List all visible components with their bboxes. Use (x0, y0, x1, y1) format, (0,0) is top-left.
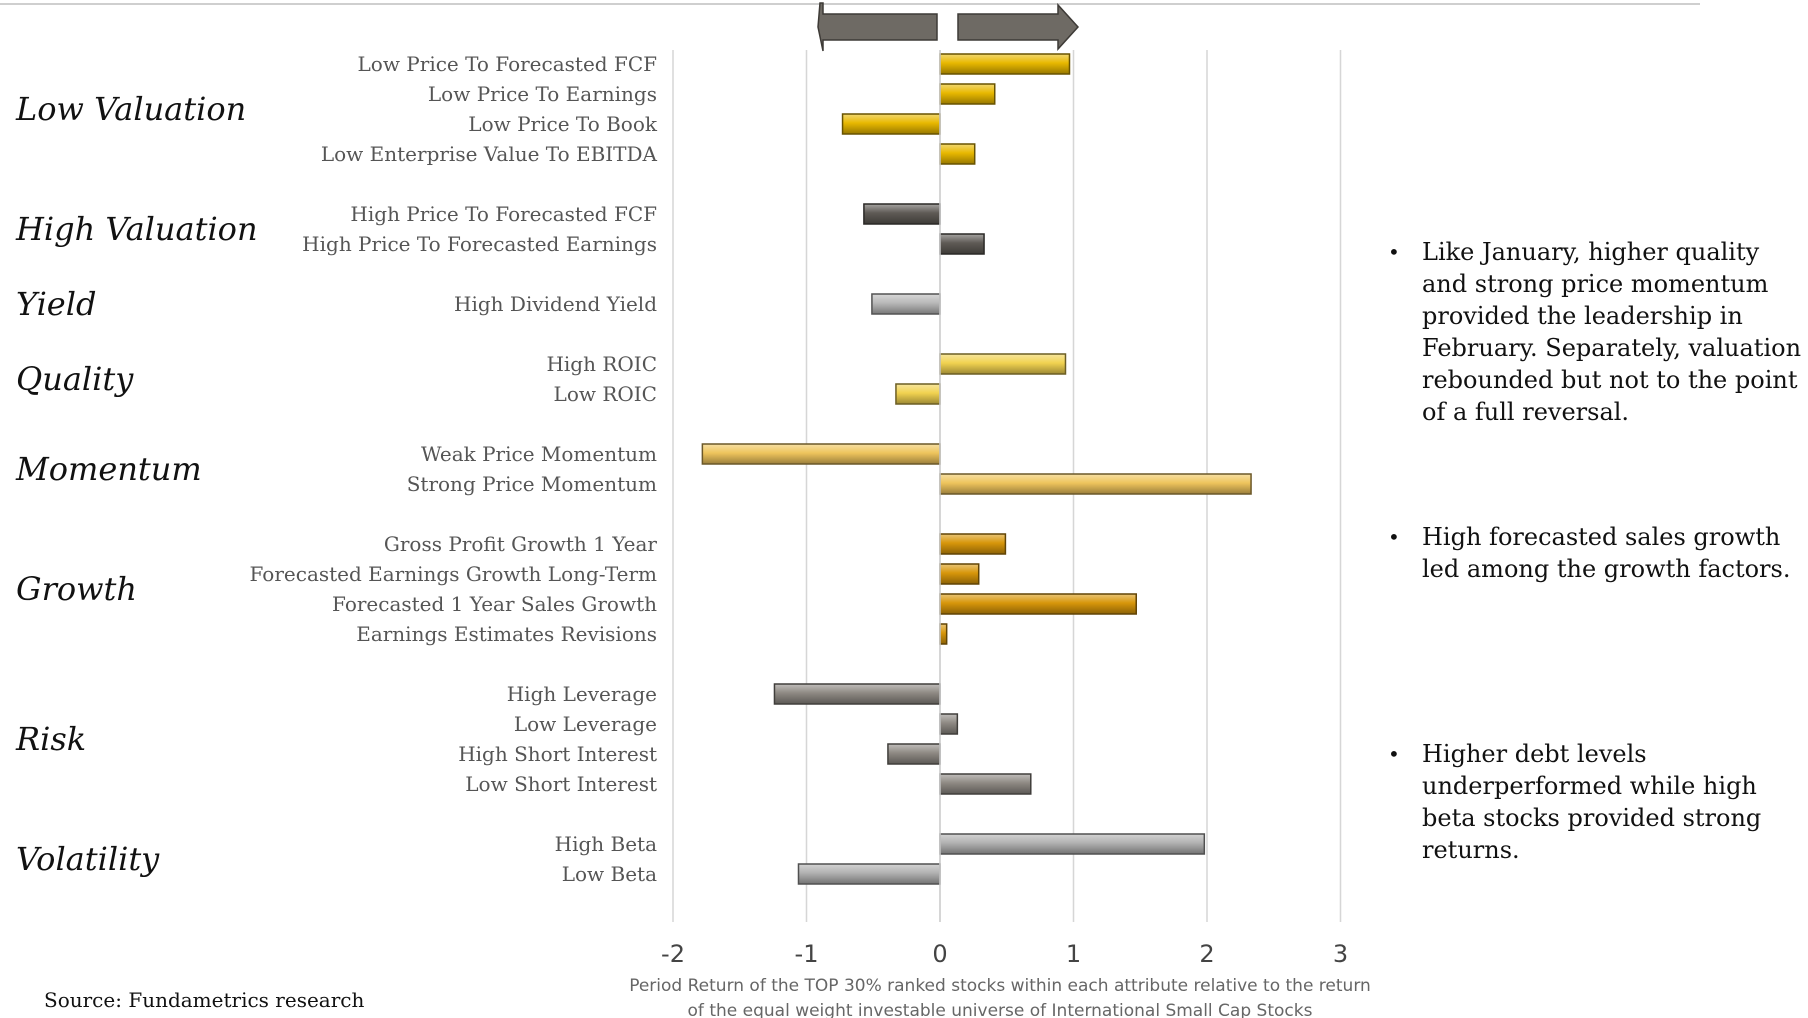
category-label: Weak Price Momentum (421, 442, 657, 466)
x-tick-label: -1 (795, 940, 819, 968)
note-text: Like January, higher quality and strong … (1422, 238, 1802, 426)
category-label: Low Enterprise Value To EBITDA (321, 142, 658, 166)
group-label-growth: Growth (16, 570, 137, 608)
x-tick-label: 0 (932, 940, 947, 968)
bar-high-valuation (863, 203, 941, 225)
bar-quality (895, 383, 941, 405)
bar-growth (939, 533, 1007, 555)
bar-quality (939, 353, 1067, 375)
bar-yield (871, 293, 941, 315)
bar-risk (939, 773, 1032, 795)
x-tick-label: -2 (661, 940, 685, 968)
bar-low-valuation (939, 53, 1071, 75)
group-label-yield: Yield (16, 285, 96, 323)
category-label: High Short Interest (458, 742, 657, 766)
arrow-right-icon (957, 3, 1080, 51)
group-label-quality: Quality (16, 360, 134, 398)
bar-volatility (939, 833, 1206, 855)
bar-volatility (797, 863, 941, 885)
group-label-low-valuation: Low Valuation (15, 90, 246, 128)
note-text: Higher debt levels underperformed while … (1422, 740, 1762, 864)
x-axis-label: Period Return of the TOP 30% ranked stoc… (629, 976, 1371, 996)
bullet-marker: • (1388, 742, 1400, 766)
category-label: Forecasted Earnings Growth Long-Term (250, 562, 658, 586)
bar-growth (939, 563, 980, 585)
bar-risk (939, 713, 959, 735)
group-label-volatility: Volatility (16, 840, 160, 878)
category-label: Low Price To Book (468, 112, 658, 136)
bar-high-valuation (939, 233, 985, 255)
x-tick-label: 1 (1066, 940, 1081, 968)
bar-risk (887, 743, 941, 765)
category-label: Low Leverage (514, 712, 657, 736)
source-note: Source: Fundametrics research (44, 988, 365, 1012)
note-text: High forecasted sales growth led among t… (1422, 523, 1791, 583)
bar-momentum (939, 473, 1252, 495)
bar-growth (939, 593, 1137, 615)
category-label: Strong Price Momentum (407, 472, 657, 496)
category-label: High Leverage (507, 682, 657, 706)
category-label: Earnings Estimates Revisions (356, 622, 657, 646)
category-label: Low ROIC (554, 382, 657, 406)
bar-low-valuation (939, 83, 996, 105)
category-label: Low Beta (562, 862, 657, 886)
category-label: High Dividend Yield (454, 292, 657, 316)
bar-low-valuation (939, 143, 976, 165)
category-label: Forecasted 1 Year Sales Growth (332, 592, 657, 616)
x-tick-label: 2 (1199, 940, 1214, 968)
bar-low-valuation (841, 113, 941, 135)
bullet-marker: • (1388, 240, 1400, 264)
x-tick-label: 3 (1333, 940, 1348, 968)
arrow-left-icon (817, 2, 938, 52)
bullet-marker: • (1388, 525, 1400, 549)
category-label: High Price To Forecasted Earnings (302, 232, 657, 256)
category-label: High Beta (555, 832, 657, 856)
category-label: Low Short Interest (465, 772, 657, 796)
category-label: Low Price To Earnings (428, 82, 657, 106)
group-label-high-valuation: High Valuation (15, 210, 258, 248)
group-label-risk: Risk (15, 720, 86, 758)
category-label: High Price To Forecasted FCF (350, 202, 657, 226)
bar-growth (939, 623, 948, 645)
x-axis-label: of the equal weight investable universe … (688, 1001, 1313, 1018)
bar-risk (773, 683, 941, 705)
category-label: Gross Profit Growth 1 Year (384, 532, 658, 556)
group-label-momentum: Momentum (15, 450, 202, 488)
category-label: Low Price To Forecasted FCF (358, 52, 658, 76)
category-label: High ROIC (546, 352, 657, 376)
bar-momentum (701, 443, 941, 465)
